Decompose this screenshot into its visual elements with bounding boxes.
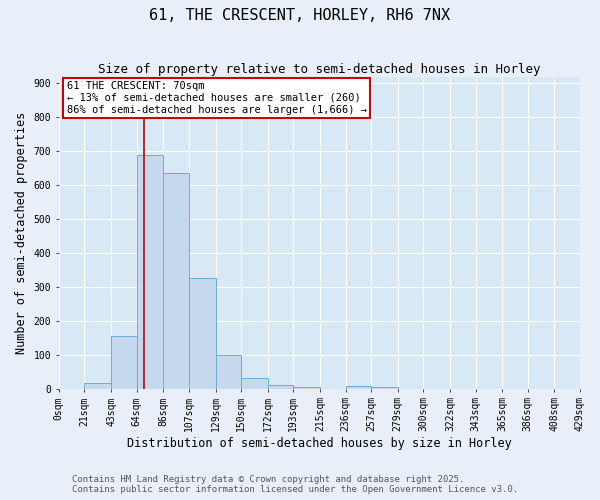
Bar bbox=[293, 387, 320, 388]
Bar bbox=[241, 378, 268, 388]
Bar bbox=[215, 354, 241, 388]
Title: Size of property relative to semi-detached houses in Horley: Size of property relative to semi-detach… bbox=[98, 62, 541, 76]
Y-axis label: Number of semi-detached properties: Number of semi-detached properties bbox=[15, 112, 28, 354]
Bar bbox=[85, 384, 111, 388]
Text: Contains HM Land Registry data © Crown copyright and database right 2025.
Contai: Contains HM Land Registry data © Crown c… bbox=[72, 474, 518, 494]
Text: 61 THE CRESCENT: 70sqm
← 13% of semi-detached houses are smaller (260)
86% of se: 61 THE CRESCENT: 70sqm ← 13% of semi-det… bbox=[67, 82, 367, 114]
Text: 61, THE CRESCENT, HORLEY, RH6 7NX: 61, THE CRESCENT, HORLEY, RH6 7NX bbox=[149, 8, 451, 22]
X-axis label: Distribution of semi-detached houses by size in Horley: Distribution of semi-detached houses by … bbox=[127, 437, 512, 450]
Bar bbox=[371, 387, 398, 388]
Bar bbox=[137, 154, 163, 388]
Bar bbox=[163, 174, 189, 388]
Bar bbox=[111, 336, 137, 388]
Bar bbox=[346, 386, 371, 388]
Bar bbox=[268, 385, 293, 388]
Bar bbox=[189, 278, 215, 388]
